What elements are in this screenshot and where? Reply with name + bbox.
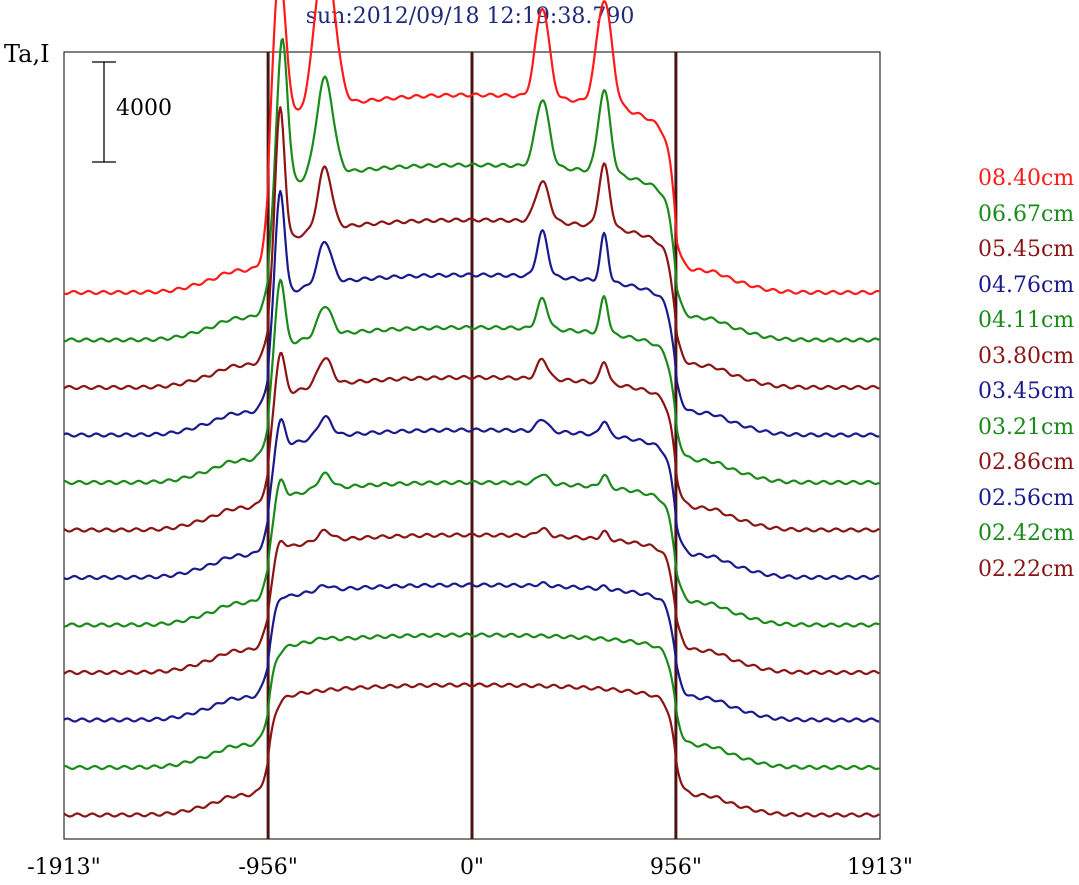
series-line-02.42cm [63,632,880,771]
legend-entry: 02.42cm [978,521,1075,546]
series-line-03.45cm [63,415,880,581]
legend-entry: 04.11cm [978,308,1075,333]
legend-entry: 02.22cm [978,556,1075,582]
x-tick-label: 956" [649,855,702,880]
series-line-03.80cm [63,351,880,533]
scale-bar [92,61,116,163]
legend-entry: 03.21cm [978,414,1075,440]
legend: 08.40cm 06.67cm 05.45cm 04.76cm 04.11cm 03.80… [978,161,1074,587]
series-line-08.40cm [63,0,880,296]
y-axis-label: Ta,I [4,40,50,68]
legend-entry: 06.67cm [978,201,1075,227]
legend-entry: 03.45cm [978,379,1075,404]
series-line-05.45cm [63,106,880,391]
legend-entry: 08.40cm [978,166,1075,191]
x-tick-label: 1913" [846,855,914,880]
x-tick-label: -1913" [27,855,101,880]
x-tick-label: -956" [238,855,298,880]
series-line-06.67cm [63,37,880,343]
x-tick-label: 0" [459,855,485,880]
series-line-04.76cm [63,189,880,438]
series-line-02.56cm [63,581,880,723]
legend-entry: 05.45cm [978,237,1075,262]
scale-bar-label: 4000 [116,96,172,121]
series-line-02.22cm [63,682,880,818]
legend-entry: 04.76cm [978,272,1075,298]
vertical-markers [266,52,678,839]
series-line-03.21cm [63,471,880,628]
legend-entry: 02.86cm [978,450,1075,475]
legend-entry: 02.56cm [978,485,1075,511]
legend-entry: 03.80cm [978,343,1075,369]
series-line-02.86cm [63,526,880,676]
series-group [63,0,880,818]
chart-title: sun:2012/09/18 12:19:38.790 [305,4,635,29]
series-line-04.11cm [63,278,880,486]
